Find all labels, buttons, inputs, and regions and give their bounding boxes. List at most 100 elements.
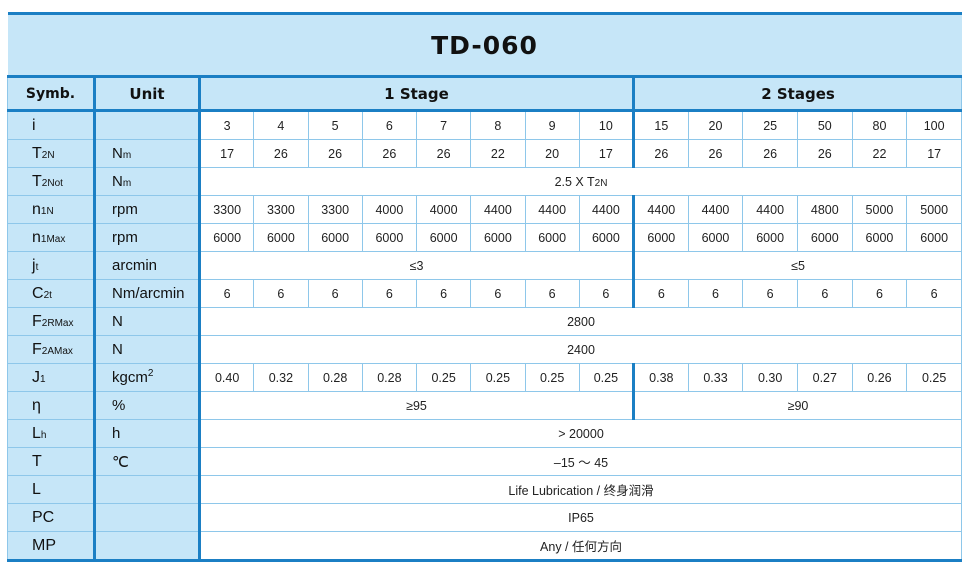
value-cell: 17 bbox=[578, 139, 636, 168]
value-cell: 26 bbox=[796, 139, 853, 168]
symbol-subscript: 2RMax bbox=[41, 317, 74, 329]
value-cell: 25 bbox=[742, 110, 798, 140]
value-cell: 0.32 bbox=[253, 363, 309, 392]
stage1-value: ≤3 bbox=[199, 251, 635, 280]
value-cell: 26 bbox=[361, 139, 418, 168]
value-cell: 0.25 bbox=[524, 363, 580, 392]
stage2-value: ≥90 bbox=[632, 391, 963, 420]
stage1-value: ≥95 bbox=[199, 391, 635, 420]
symbol-cell: η bbox=[7, 391, 96, 420]
symbol-cell: MP bbox=[7, 531, 96, 562]
value-cell: 0.33 bbox=[687, 363, 744, 392]
unit-cell: Nm/arcmin bbox=[94, 279, 201, 308]
unit-base: h bbox=[112, 425, 121, 442]
unit-cell: Nm bbox=[94, 167, 201, 196]
unit-base: N bbox=[112, 145, 123, 162]
table-row: n1N rpm 3300 3300 3300 4000 4000 4400 4400 4400 44… bbox=[7, 195, 963, 224]
value-cell: 8 bbox=[470, 110, 526, 140]
value-cell: 0.28 bbox=[307, 363, 363, 392]
symbol-cell: T2Not bbox=[7, 167, 96, 196]
value-cell: 6000 bbox=[906, 223, 963, 252]
value-cell: 6 bbox=[578, 279, 636, 308]
value-cell: 6000 bbox=[253, 223, 309, 252]
value-text: IP65 bbox=[568, 510, 594, 525]
value-cell: 6 bbox=[253, 279, 309, 308]
unit-base: rpm bbox=[112, 229, 138, 246]
value-cell: 20 bbox=[524, 139, 580, 168]
value-cell: 3300 bbox=[198, 195, 255, 224]
all-stages-value: 2400 bbox=[198, 335, 963, 364]
value-cell: 80 bbox=[851, 110, 908, 140]
table-title: TD-060 bbox=[7, 12, 962, 78]
value-cell: 3300 bbox=[307, 195, 363, 224]
unit-cell bbox=[94, 531, 201, 562]
symbol-base: n bbox=[32, 228, 41, 246]
unit-base: Nm/arcmin bbox=[112, 285, 185, 302]
value-cell: 3300 bbox=[253, 195, 309, 224]
symbol-subscript: 2t bbox=[43, 289, 52, 301]
value-cell: 17 bbox=[198, 139, 255, 168]
unit-base: N bbox=[112, 313, 123, 330]
value-cell: 6 bbox=[687, 279, 744, 308]
symbol-subscript: h bbox=[40, 429, 47, 441]
symbol-subscript: 1Max bbox=[40, 233, 66, 245]
unit-cell: rpm bbox=[94, 223, 201, 252]
table-row: n1Max rpm 6000 6000 6000 6000 6000 6000 6000 6000… bbox=[7, 223, 963, 252]
unit-base: % bbox=[112, 397, 126, 414]
unit-cell: rpm bbox=[94, 195, 201, 224]
value-cell: 6 bbox=[198, 279, 255, 308]
value-cell: 26 bbox=[633, 139, 689, 168]
value-cell: 0.40 bbox=[198, 363, 255, 392]
header-symb: Symb. bbox=[7, 76, 96, 112]
symbol-cell: T2N bbox=[7, 139, 96, 168]
unit-cell: Nm bbox=[94, 139, 201, 168]
value-cell: 50 bbox=[796, 110, 853, 140]
value-cell: 26 bbox=[742, 139, 798, 168]
value-cell: 15 bbox=[633, 110, 689, 140]
value-cell: 6000 bbox=[796, 223, 853, 252]
value-cell: 0.26 bbox=[851, 363, 908, 392]
unit-cell bbox=[94, 475, 201, 504]
table-row: jt arcmin ≤3 ≤5 bbox=[7, 251, 963, 280]
all-stages-value: Life Lubrication / 终身润滑 bbox=[198, 475, 963, 504]
value-cell: 0.25 bbox=[906, 363, 963, 392]
value-cell: 22 bbox=[470, 139, 526, 168]
value-cell: 7 bbox=[415, 110, 472, 140]
value-text: 2.5 X T bbox=[554, 174, 595, 189]
symbol-cell: i bbox=[7, 110, 96, 140]
value-cell: 6 bbox=[361, 279, 418, 308]
value-cell: 6 bbox=[906, 279, 963, 308]
table-row: T2N Nm 17 26 26 26 26 22 20 17 26 26 26 26 22 17 bbox=[7, 139, 963, 168]
value-cell: 3 bbox=[198, 110, 255, 140]
value-cell: 6 bbox=[524, 279, 580, 308]
value-cell: 6000 bbox=[361, 223, 418, 252]
unit-base: arcmin bbox=[112, 257, 158, 274]
symbol-base: F bbox=[32, 340, 42, 358]
table-row: T ℃ –15 ～ 45 bbox=[7, 447, 963, 476]
unit-cell: arcmin bbox=[94, 251, 201, 280]
value-cell: 6000 bbox=[470, 223, 526, 252]
unit-base: ℃ bbox=[112, 453, 129, 471]
table-row: i 3 4 5 6 7 8 9 10 15 20 25 50 80 100 bbox=[7, 110, 963, 140]
unit-cell: N bbox=[94, 307, 201, 336]
symbol-base: L bbox=[32, 480, 41, 498]
value-cell: 4400 bbox=[470, 195, 526, 224]
value-cell: 6000 bbox=[198, 223, 255, 252]
value-cell: 6000 bbox=[687, 223, 744, 252]
symbol-cell: L bbox=[7, 475, 96, 504]
value-cell: 6000 bbox=[524, 223, 580, 252]
table-row: C2t Nm/arcmin 6 6 6 6 6 6 6 6 6 6 6 6 6 6 bbox=[7, 279, 963, 308]
symbol-base: MP bbox=[32, 536, 56, 554]
value-cell: 6 bbox=[633, 279, 689, 308]
value-text: Any / 任何方向 bbox=[540, 540, 622, 554]
value-cell: 6 bbox=[361, 110, 418, 140]
symbol-subscript: 2AMax bbox=[41, 345, 73, 357]
value-cell: 4400 bbox=[633, 195, 689, 224]
symbol-cell: Lh bbox=[7, 419, 96, 448]
value-cell: 4400 bbox=[524, 195, 580, 224]
table-row: T2Not Nm 2.5 X T2N bbox=[7, 167, 963, 196]
all-stages-value: 2.5 X T2N bbox=[198, 167, 963, 196]
table-row: Lh h > 20000 bbox=[7, 419, 963, 448]
value-cell: 6 bbox=[415, 279, 472, 308]
